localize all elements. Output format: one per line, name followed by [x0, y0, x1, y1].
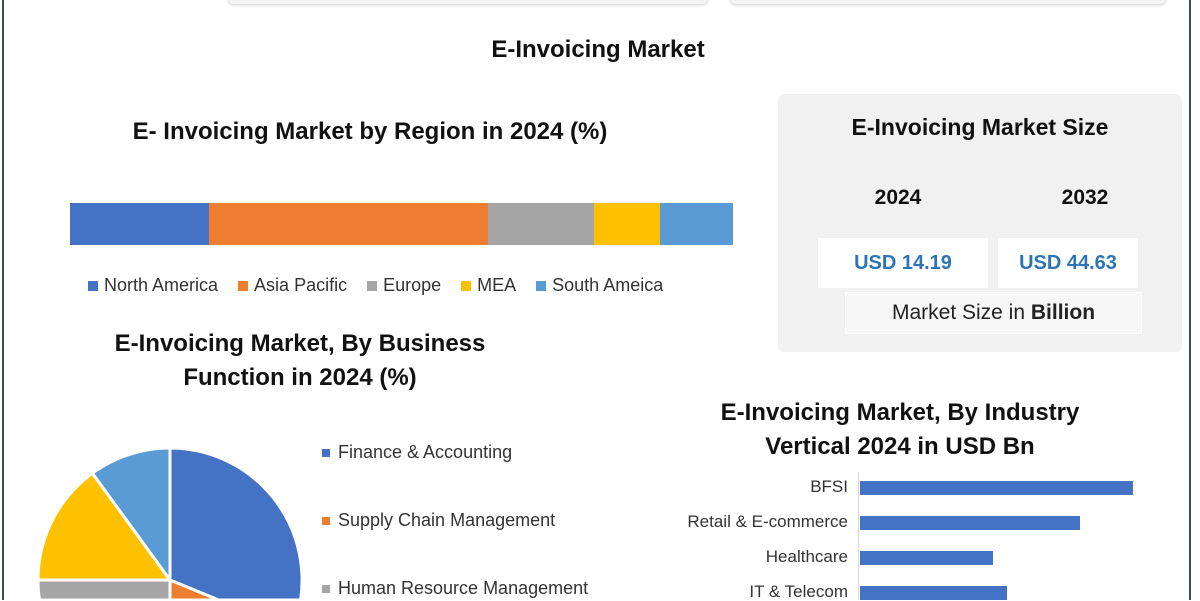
business-function-chart-title: E-Invoicing Market, By Business Function…	[114, 330, 486, 391]
year-2032: 2032	[1061, 186, 1109, 209]
pie-slice-0	[168, 446, 304, 600]
legend-label: North America	[104, 275, 219, 295]
region-segment-mea	[593, 203, 661, 245]
region-segment-south-ameica	[660, 203, 733, 245]
region-stacked-bar	[70, 203, 733, 245]
year-2024: 2024	[874, 186, 922, 209]
industry-chart-title: E-Invoicing Market, By Industry Vertical…	[720, 399, 1080, 460]
pie-slice-2	[36, 578, 172, 600]
industry-bar	[860, 586, 1007, 600]
legend-label: South Ameica	[552, 275, 664, 295]
top-panel-right	[730, 0, 1166, 4]
region-legend-item: MEA	[461, 275, 516, 296]
region-segment-europe	[487, 203, 594, 245]
pie-slice-1	[168, 577, 220, 600]
legend-swatch	[461, 281, 472, 292]
pie-legend-item: Supply Chain Management	[322, 510, 555, 530]
industry-bar	[860, 551, 994, 565]
pie-legend-item: Human Resource Management	[322, 578, 588, 598]
legend-label: Supply Chain Management	[338, 510, 556, 530]
industry-label: BFSI	[810, 477, 848, 496]
legend-label: Europe	[383, 275, 442, 295]
value-2032: USD 44.63	[998, 238, 1138, 288]
top-panel-left	[228, 0, 708, 4]
legend-swatch	[322, 517, 330, 526]
legend-swatch	[238, 281, 249, 292]
industry-axis	[858, 472, 859, 600]
industry-bar	[860, 481, 1134, 495]
legend-label: Finance & Accounting	[338, 442, 513, 462]
region-legend-item: North America	[88, 275, 218, 296]
industry-label: IT & Telecom	[749, 582, 848, 601]
industry-bar	[860, 516, 1080, 530]
region-legend-item: Europe	[367, 275, 441, 296]
region-legend-item: Asia Pacific	[238, 275, 347, 296]
industry-label: Retail & E-commerce	[687, 512, 848, 531]
pie-slice-4	[90, 446, 172, 585]
region-segment-asia-pacific	[209, 203, 488, 245]
region-legend-item: South Ameica	[536, 275, 663, 296]
main-title: E-Invoicing Market	[491, 36, 705, 63]
market-size-note: Market Size in Billion	[845, 292, 1142, 334]
region-segment-north-america	[70, 203, 210, 245]
region-legend: North America Asia Pacific Europe MEA South …	[88, 275, 663, 296]
region-chart-title: E- Invoicing Market by Region in 2024 (%…	[132, 118, 608, 145]
legend-swatch	[322, 449, 330, 458]
legend-label: MEA	[477, 275, 517, 295]
pie-legend-item: Finance & Accounting	[322, 442, 512, 462]
note-unit: Billion	[1030, 301, 1096, 324]
legend-label: Asia Pacific	[254, 275, 348, 295]
industry-label: Healthcare	[765, 547, 848, 566]
value-2024: USD 14.19	[818, 238, 988, 288]
legend-label: Human Resource Management	[338, 578, 589, 598]
market-size-panel: E-Invoicing Market Size 2024 2032 USD 14…	[778, 94, 1182, 352]
market-size-title: E-Invoicing Market Size	[851, 114, 1109, 140]
pie-slice-3	[36, 471, 173, 582]
business-function-pie	[36, 446, 304, 600]
legend-swatch	[322, 585, 330, 594]
legend-swatch	[88, 281, 98, 292]
legend-swatch	[536, 281, 547, 292]
legend-swatch	[367, 281, 378, 292]
note-prefix: Market Size in	[891, 301, 1031, 324]
